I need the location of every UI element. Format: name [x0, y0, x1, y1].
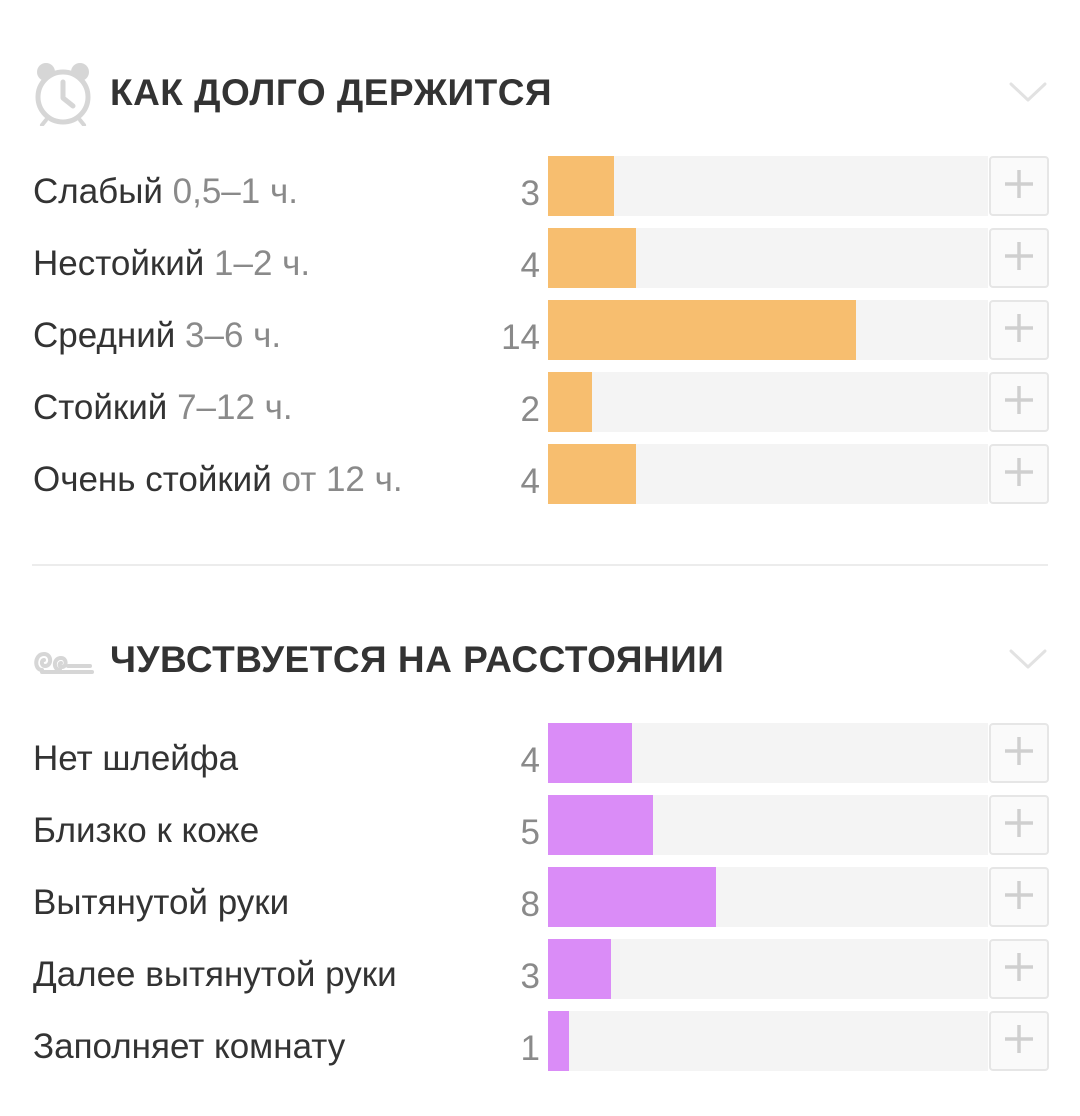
- vote-count: 4: [520, 246, 540, 285]
- plus-icon: [1003, 735, 1035, 772]
- vote-plus-button[interactable]: [989, 156, 1049, 216]
- row-label: Далее вытянутой руки: [33, 955, 397, 994]
- list-item: Заполняет комнату 1: [0, 1011, 1080, 1071]
- longevity-title: КАК ДОЛГО ДЕРЖИТСЯ: [110, 72, 553, 113]
- row-label: Очень стойкий от 12 ч.: [33, 460, 403, 499]
- vote-count: 14: [501, 318, 540, 357]
- vote-count: 5: [520, 813, 540, 852]
- vote-count: 8: [520, 885, 540, 924]
- section-divider: [32, 564, 1048, 566]
- vote-bar-fill: [548, 939, 611, 999]
- alarm-clock-icon: [32, 60, 94, 126]
- vote-bar-fill: [548, 867, 716, 927]
- vote-plus-button[interactable]: [989, 1011, 1049, 1071]
- list-item: Далее вытянутой руки 3: [0, 939, 1080, 999]
- vote-plus-button[interactable]: [989, 795, 1049, 855]
- plus-icon: [1003, 807, 1035, 844]
- list-item: Средний 3–6 ч. 14: [0, 300, 1080, 360]
- vote-plus-button[interactable]: [989, 867, 1049, 927]
- row-label: Близко к коже: [33, 811, 260, 850]
- vote-bar-fill: [548, 372, 592, 432]
- list-item: Слабый 0,5–1 ч. 3: [0, 156, 1080, 216]
- vote-plus-button[interactable]: [989, 300, 1049, 360]
- row-label: Заполняет комнату: [33, 1027, 346, 1066]
- plus-icon: [1003, 240, 1035, 277]
- sillage-title: ЧУВСТВУЕТСЯ НА РАССТОЯНИИ: [110, 639, 725, 680]
- vote-count: 3: [520, 957, 540, 996]
- chevron-down-icon[interactable]: [1008, 643, 1048, 673]
- plus-icon: [1003, 951, 1035, 988]
- vote-plus-button[interactable]: [989, 372, 1049, 432]
- row-label: Нет шлейфа: [33, 739, 239, 778]
- vote-bar: [548, 156, 988, 216]
- plus-icon: [1003, 456, 1035, 493]
- vote-bar-fill: [548, 795, 653, 855]
- list-item: Вытянутой руки 8: [0, 867, 1080, 927]
- plus-icon: [1003, 312, 1035, 349]
- vote-count: 1: [520, 1029, 540, 1068]
- vote-bar-fill: [548, 228, 636, 288]
- vote-plus-button[interactable]: [989, 939, 1049, 999]
- vote-count: 2: [520, 390, 540, 429]
- chevron-down-icon[interactable]: [1008, 76, 1048, 106]
- list-item: Нет шлейфа 4: [0, 723, 1080, 783]
- list-item: Нестойкий 1–2 ч. 4: [0, 228, 1080, 288]
- vote-plus-button[interactable]: [989, 723, 1049, 783]
- plus-icon: [1003, 384, 1035, 421]
- vote-bar-fill: [548, 300, 856, 360]
- vote-bar: [548, 795, 988, 855]
- vote-bar: [548, 444, 988, 504]
- vote-plus-button[interactable]: [989, 228, 1049, 288]
- row-label: Стойкий 7–12 ч.: [33, 388, 293, 427]
- vote-bar: [548, 723, 988, 783]
- vote-count: 4: [520, 462, 540, 501]
- vote-count: 3: [520, 174, 540, 213]
- vote-bar: [548, 228, 988, 288]
- list-item: Очень стойкий от 12 ч. 4: [0, 444, 1080, 504]
- longevity-header[interactable]: КАК ДОЛГО ДЕРЖИТСЯ: [32, 58, 1048, 128]
- wind-swirl-icon: [32, 627, 94, 693]
- vote-bar-fill: [548, 1011, 569, 1071]
- row-label: Слабый 0,5–1 ч.: [33, 172, 298, 211]
- sillage-header[interactable]: ЧУВСТВУЕТСЯ НА РАССТОЯНИИ: [32, 625, 1048, 695]
- vote-bar-fill: [548, 444, 636, 504]
- vote-plus-button[interactable]: [989, 444, 1049, 504]
- vote-bar: [548, 867, 988, 927]
- vote-bar-fill: [548, 723, 632, 783]
- vote-bar: [548, 300, 988, 360]
- row-label: Средний 3–6 ч.: [33, 316, 282, 355]
- vote-bar: [548, 1011, 988, 1071]
- vote-bar-fill: [548, 156, 614, 216]
- vote-count: 4: [520, 741, 540, 780]
- list-item: Близко к коже 5: [0, 795, 1080, 855]
- vote-bar: [548, 939, 988, 999]
- plus-icon: [1003, 1023, 1035, 1060]
- plus-icon: [1003, 168, 1035, 205]
- row-label: Нестойкий 1–2 ч.: [33, 244, 311, 283]
- plus-icon: [1003, 879, 1035, 916]
- vote-bar: [548, 372, 988, 432]
- row-label: Вытянутой руки: [33, 883, 290, 922]
- list-item: Стойкий 7–12 ч. 2: [0, 372, 1080, 432]
